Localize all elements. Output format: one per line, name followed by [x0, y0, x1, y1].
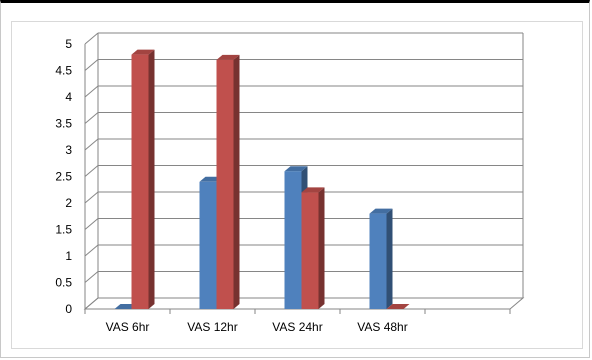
y-tick-label: 5: [65, 37, 72, 51]
y-tick-label: 0.5: [55, 276, 72, 290]
gridline-side: [84, 271, 99, 283]
bar-front: [284, 171, 302, 309]
gridline-side: [84, 138, 99, 151]
bar: [216, 54, 240, 310]
bar: [301, 187, 325, 309]
gridline-side: [84, 59, 99, 71]
bar: [369, 208, 393, 309]
bar-side: [148, 49, 155, 309]
gridline-side: [84, 297, 99, 310]
bar-side: [233, 54, 240, 310]
bar-front: [131, 54, 149, 309]
y-tick-label: 4: [65, 90, 72, 104]
bar-front: [301, 192, 319, 309]
gridline-side: [84, 244, 99, 257]
y-tick-label: 2: [65, 196, 72, 210]
bar-top: [216, 54, 240, 60]
bar-top: [301, 187, 325, 193]
y-tick-label: 1.5: [55, 223, 72, 237]
y-tick-label: 2.5: [55, 170, 72, 184]
y-tick-label: 3.5: [55, 117, 72, 131]
bars: [114, 49, 410, 310]
x-tick-label: VAS 12hr: [187, 320, 237, 334]
y-axis-ticks: 0 0.5 1 1.5 2 2.5 3 3.5 4 4.5 5: [55, 37, 72, 316]
bar-side: [386, 208, 393, 309]
bar-side: [318, 187, 325, 309]
gridline-side: [84, 165, 99, 177]
bar-top: [386, 304, 410, 309]
x-tick-label: VAS 48hr: [357, 320, 407, 334]
bar-front: [369, 213, 387, 309]
bar: [131, 49, 155, 309]
bar-top: [284, 166, 308, 172]
gridline-side: [84, 112, 99, 124]
bar: [386, 304, 410, 309]
gridline-side: [84, 32, 99, 45]
gridline-side: [84, 218, 99, 230]
x-axis-ticks: VAS 6hr VAS 12hr VAS 24hr VAS 48hr: [84, 309, 511, 334]
gridline-side: [84, 85, 99, 98]
bar-front: [216, 59, 234, 310]
y-tick-label: 1: [65, 249, 72, 263]
bar-front: [199, 181, 217, 309]
bar-top: [131, 49, 155, 55]
x-tick-label: VAS 6hr: [106, 320, 150, 334]
y-tick-label: 0: [65, 302, 72, 316]
bar-top: [369, 208, 393, 214]
y-tick-label: 3: [65, 143, 72, 157]
gridline-side: [84, 191, 99, 204]
y-tick-label: 4.5: [55, 64, 72, 78]
x-tick-label: VAS 24hr: [272, 320, 322, 334]
